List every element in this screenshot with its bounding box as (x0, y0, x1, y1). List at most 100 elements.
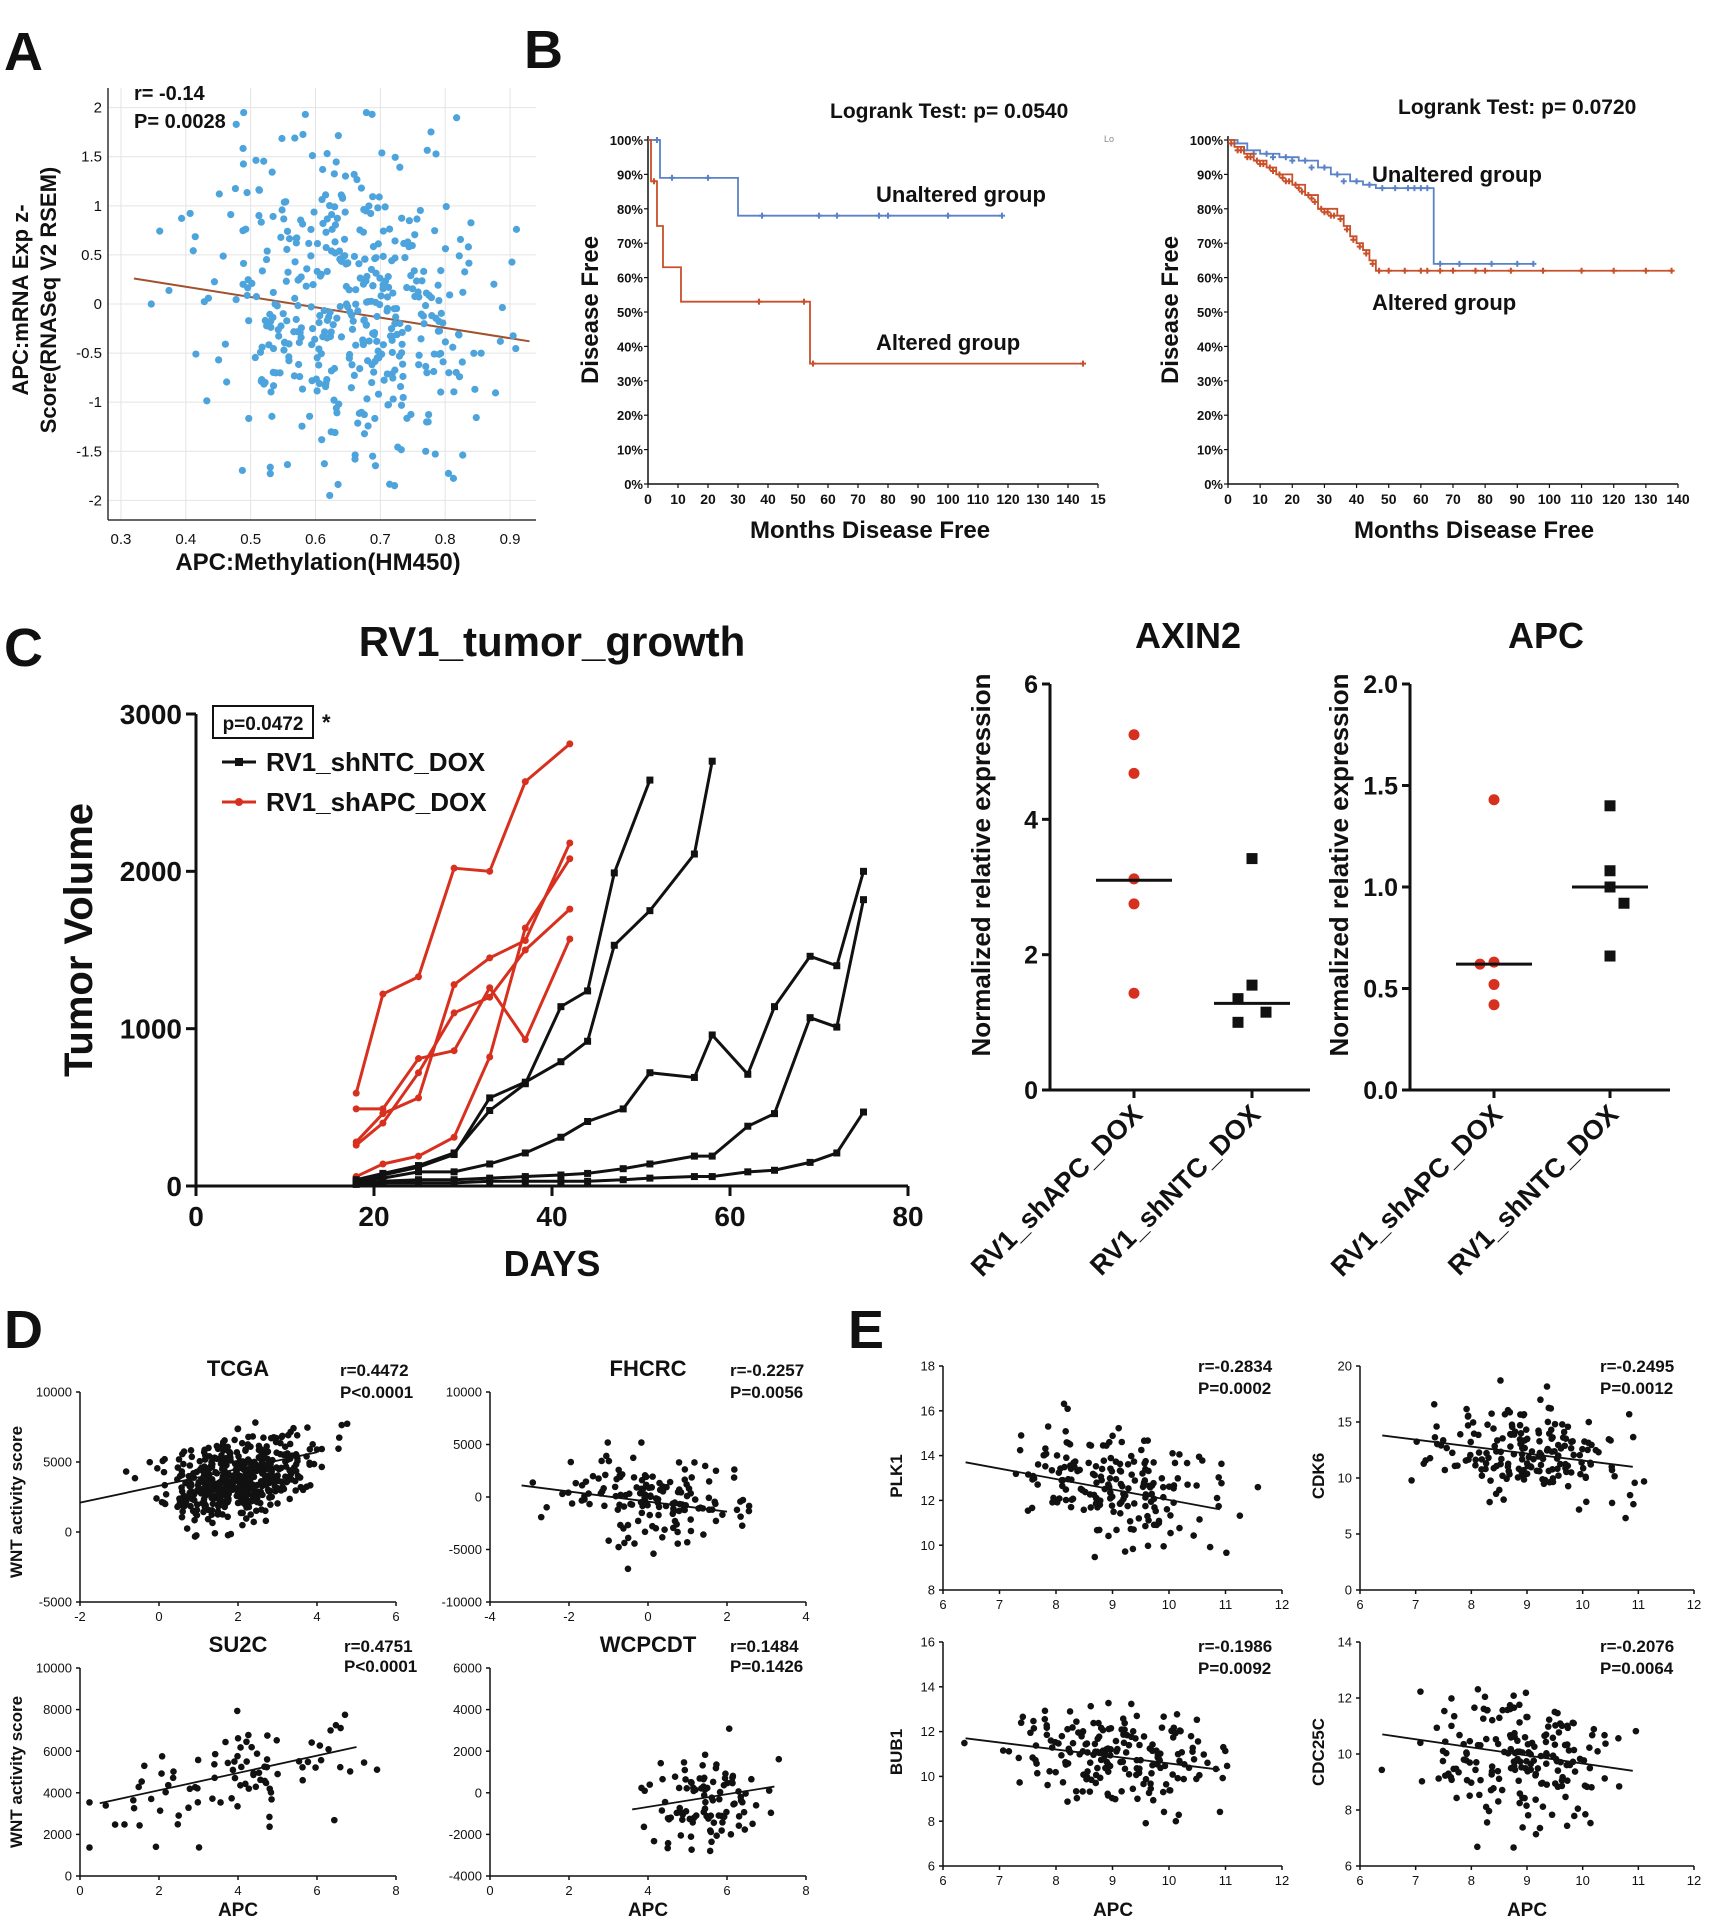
y-tick-label: 0% (624, 477, 643, 492)
data-point (614, 1506, 622, 1513)
data-point (313, 1446, 321, 1453)
data-point (455, 373, 464, 381)
data-point (215, 1502, 222, 1510)
x-tick-label: 8 (802, 1883, 809, 1898)
data-point (1483, 1819, 1491, 1826)
panel-d2-title: FHCRC (610, 1356, 687, 1381)
data-point (298, 422, 306, 430)
growth-point (450, 864, 458, 872)
data-point (650, 1550, 657, 1558)
data-point (437, 267, 445, 275)
data-point (617, 1521, 624, 1529)
data-point (269, 212, 277, 221)
data-point (390, 305, 398, 313)
x-tick-label: 9 (1523, 1597, 1530, 1612)
data-point (369, 282, 377, 290)
data-point (215, 190, 223, 198)
data-point (264, 1448, 272, 1455)
data-point (297, 216, 305, 224)
data-point (1553, 1455, 1561, 1462)
x-tick-label: 20 (358, 1201, 389, 1232)
data-point (629, 1454, 637, 1462)
data-point (350, 371, 358, 380)
data-point (666, 1478, 674, 1486)
data-point (281, 1443, 289, 1450)
data-point (1570, 1451, 1577, 1459)
data-point (671, 1773, 679, 1781)
growth-point (415, 1094, 422, 1102)
data-point (1549, 1434, 1556, 1441)
data-point (1017, 1719, 1025, 1727)
data-point (1584, 1446, 1591, 1454)
data-point (411, 231, 419, 239)
growth-point (415, 973, 422, 981)
x-tick-label: 7 (1412, 1873, 1419, 1888)
data-point (1608, 1499, 1616, 1507)
data-point (1466, 1792, 1473, 1799)
x-tick-label: 60 (820, 491, 836, 507)
data-point (713, 1832, 720, 1840)
data-point (319, 219, 327, 228)
data-point (224, 1477, 232, 1485)
data-point (682, 1808, 690, 1815)
data-point (360, 205, 368, 214)
data-point (435, 296, 443, 305)
data-point (1585, 1418, 1593, 1426)
y-tick-label: 1000 (120, 1013, 182, 1044)
growth-point (806, 1158, 814, 1166)
data-point (641, 1528, 649, 1536)
data-point (615, 1466, 622, 1474)
data-point (1488, 794, 1500, 806)
data-point (1474, 1685, 1482, 1693)
data-point (396, 382, 405, 391)
y-tick-label: 16 (921, 1403, 935, 1418)
data-point (413, 215, 421, 223)
x-tick-label: 6 (313, 1883, 320, 1898)
data-point (1046, 1767, 1053, 1775)
data-point (1492, 1735, 1500, 1743)
panel-b1-x-axis-label: Months Disease Free (750, 517, 990, 544)
data-point (1091, 1471, 1098, 1479)
data-point (334, 132, 342, 140)
x-tick-label: 6 (392, 1609, 399, 1624)
data-point (1508, 1421, 1516, 1429)
x-tick-label: 8 (392, 1883, 399, 1898)
data-point (1120, 1739, 1128, 1747)
data-point (316, 1742, 324, 1749)
data-point (708, 1506, 716, 1513)
data-point (712, 1467, 720, 1475)
data-point (682, 1776, 689, 1783)
growth-point (584, 1169, 592, 1177)
data-point (213, 1455, 221, 1463)
data-point (1488, 956, 1500, 968)
data-point (1184, 1481, 1191, 1488)
data-point (360, 1759, 368, 1766)
panel-e1-stat-p: P=0.0002 (1198, 1379, 1271, 1398)
x-tick-label: 90 (910, 491, 926, 507)
data-point (297, 1483, 305, 1491)
data-point (1579, 1464, 1587, 1472)
data-point (242, 1780, 249, 1788)
growth-point (486, 1106, 494, 1114)
data-point (422, 447, 430, 455)
y-tick-label: -1 (89, 394, 102, 411)
data-point (645, 1484, 653, 1492)
data-point (210, 278, 219, 286)
data-point (1047, 1737, 1055, 1744)
data-point (1071, 1463, 1078, 1471)
data-point (1562, 1793, 1569, 1801)
data-point (340, 235, 349, 243)
data-point (1408, 1477, 1415, 1484)
data-point (121, 1821, 128, 1828)
data-point (165, 286, 173, 295)
data-point (719, 1511, 726, 1518)
data-point (1548, 1811, 1556, 1819)
data-point (1141, 1460, 1148, 1467)
data-point (283, 460, 292, 469)
x-tick-label: 4 (644, 1883, 651, 1898)
data-point (701, 1751, 709, 1759)
growth-point (557, 1133, 565, 1141)
data-point (1169, 1771, 1176, 1778)
data-point (269, 288, 277, 297)
data-point (374, 204, 382, 212)
